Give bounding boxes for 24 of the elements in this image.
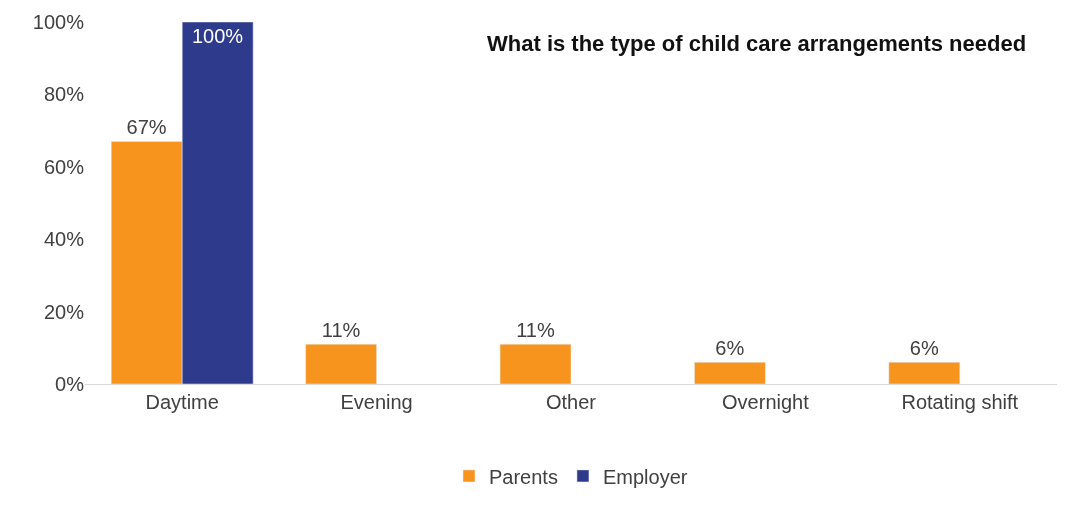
legend-label: Employer bbox=[602, 465, 688, 488]
x-tick-label: Rotating shift bbox=[901, 391, 1019, 413]
y-tick-label: 100% bbox=[32, 11, 85, 33]
y-tick-label: 60% bbox=[43, 155, 85, 178]
x-tick-label: Evening bbox=[340, 391, 413, 413]
x-tick-label: Overnight bbox=[722, 391, 810, 413]
y-tick-label: 20% bbox=[43, 300, 85, 323]
chart-title: What is the type of child care arrangements needed bbox=[487, 31, 1027, 56]
y-tick-label: 0% bbox=[55, 373, 85, 395]
x-tick-label: Other bbox=[545, 391, 597, 413]
data-label: 11% bbox=[516, 319, 555, 342]
data-label: 6% bbox=[909, 337, 939, 360]
y-tick-label: 80% bbox=[43, 83, 85, 106]
legend-label: Parents bbox=[489, 465, 558, 488]
data-label: 100% bbox=[192, 25, 244, 47]
bar bbox=[305, 343, 377, 384]
bar bbox=[888, 362, 961, 384]
y-tick-label: 40% bbox=[43, 228, 85, 251]
bar bbox=[694, 362, 766, 384]
data-label: 6% bbox=[715, 337, 745, 360]
x-tick-label: Daytime bbox=[145, 391, 219, 413]
bar bbox=[499, 343, 572, 384]
data-label: 67% bbox=[126, 116, 167, 139]
data-label: 11% bbox=[321, 319, 361, 342]
